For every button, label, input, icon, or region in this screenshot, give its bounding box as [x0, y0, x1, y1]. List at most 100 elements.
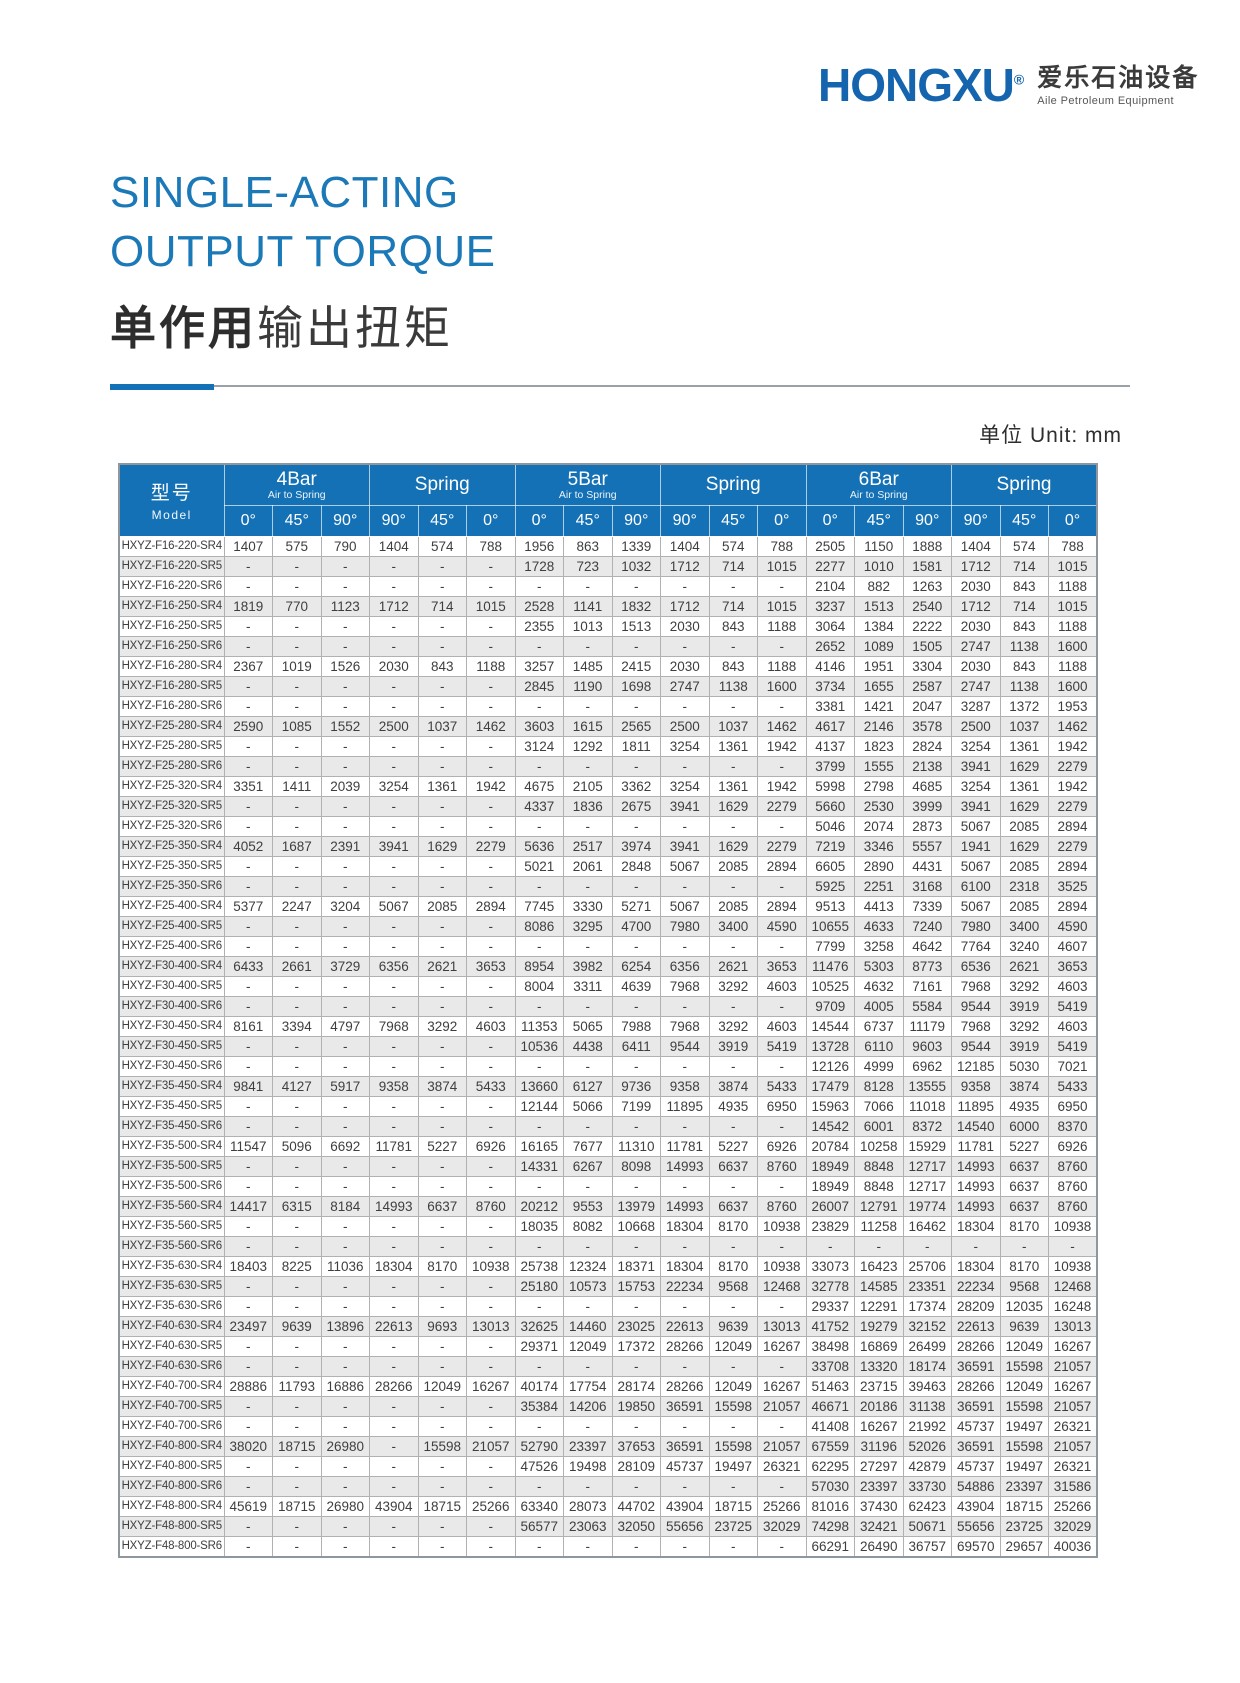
value-cell: 7968: [951, 975, 1001, 997]
value-cell: 3874: [999, 1075, 1049, 1097]
value-cell: 6605: [805, 855, 855, 877]
value-cell: -: [369, 1435, 419, 1457]
value-cell: 12468: [757, 1275, 807, 1297]
value-cell: -: [369, 855, 419, 877]
value-cell: 13896: [320, 1315, 370, 1337]
value-cell: 18715: [999, 1495, 1049, 1517]
logo-text-block: 爱乐石油设备 Aile Petroleum Equipment: [1037, 62, 1199, 106]
value-cell: -: [708, 695, 758, 717]
table-row: HXYZ-F48-800-SR5- - - - - -56577 23063 32050 556…: [118, 1515, 1098, 1537]
value-cell: 18304: [660, 1255, 710, 1277]
value-cell: -: [466, 815, 516, 837]
value-cell: 16462: [902, 1215, 952, 1237]
value-cell: 2747: [951, 635, 1001, 657]
value-cell: 19497: [999, 1455, 1049, 1477]
value-cell: 2085: [999, 855, 1049, 877]
group-label: 5Bar: [567, 468, 608, 490]
table-row: HXYZ-F16-220-SR5- - - - - -1728 723 1032 1712 714…: [118, 555, 1098, 577]
value-cell: 14544: [805, 1015, 855, 1037]
model-cell: HXYZ-F16-220-SR4: [118, 535, 225, 557]
value-cell: -: [272, 995, 322, 1017]
value-cell: -: [563, 1475, 613, 1497]
value-cell: 2085: [417, 895, 467, 917]
group-header-spring-3: Spring: [660, 463, 807, 506]
value-cell: 6267: [563, 1155, 613, 1177]
value-cell: -: [320, 915, 370, 937]
value-cell: 9603: [902, 1035, 952, 1057]
value-cell: -: [708, 995, 758, 1017]
value-cell: 29371: [514, 1335, 564, 1357]
value-cell: 44702: [611, 1495, 661, 1517]
value-cell: 1188: [757, 615, 807, 637]
value-cell: 3653: [466, 955, 516, 977]
value-cell: -: [369, 735, 419, 757]
table-row: HXYZ-F25-320-SR6- - - - - - - - - - - -5046 2074 2873…: [118, 815, 1098, 837]
value-cell: 36591: [660, 1395, 710, 1417]
value-cell: 5433: [466, 1075, 516, 1097]
value-cell: 1411: [272, 775, 322, 797]
value-cell: -: [417, 555, 467, 577]
value-cell: 9568: [708, 1275, 758, 1297]
value-cell: 8098: [611, 1155, 661, 1177]
degree-header: 90°: [320, 504, 370, 537]
value-cell: -: [514, 575, 564, 597]
value-cell: -: [272, 1475, 322, 1497]
value-cell: 16886: [320, 1375, 370, 1397]
value-cell: 1138: [999, 635, 1049, 657]
value-cell: 7968: [660, 975, 710, 997]
value-cell: -: [369, 1035, 419, 1057]
value-cell: 25180: [514, 1275, 564, 1297]
value-cell: 788: [757, 535, 807, 557]
value-cell: -: [514, 1235, 564, 1257]
registered-trademark-icon: ®: [1013, 71, 1024, 88]
table-row: HXYZ-F35-450-SR5- - - - - -12144 5066 7199 11895…: [118, 1095, 1098, 1117]
value-cell: 2661: [272, 955, 322, 977]
value-cell: 2415: [611, 655, 661, 677]
value-cell: 788: [466, 535, 516, 557]
value-cell: -: [563, 695, 613, 717]
value-cell: 3799: [805, 755, 855, 777]
value-cell: 4431: [902, 855, 952, 877]
value-cell: -: [272, 1395, 322, 1417]
value-cell: -: [272, 935, 322, 957]
value-cell: -: [417, 855, 467, 877]
value-cell: -: [417, 695, 467, 717]
value-cell: 10938: [1048, 1255, 1098, 1277]
value-cell: 1942: [1048, 775, 1098, 797]
header-degree-row: 0° 45° 90° 90° 45° 0° 0° 45° 90° 90° 45° 0° 0° 45° 90°…: [119, 504, 1098, 537]
value-cell: -: [466, 1475, 516, 1497]
value-cell: 1015: [1048, 555, 1098, 577]
value-cell: 40174: [514, 1375, 564, 1397]
value-cell: -: [320, 1275, 370, 1297]
value-cell: 2247: [272, 895, 322, 917]
value-cell: 42879: [902, 1455, 952, 1477]
table-row: HXYZ-F25-350-SR5- - - - - -5021 2061 2848 5067 20…: [118, 855, 1098, 877]
value-cell: 12049: [999, 1375, 1049, 1397]
group-sublabel: Air to Spring: [267, 488, 326, 501]
page-title-line2: OUTPUT TORQUE: [110, 227, 496, 276]
value-cell: -: [611, 1355, 661, 1377]
value-cell: -: [223, 975, 273, 997]
value-cell: 2355: [514, 615, 564, 637]
value-cell: 28266: [951, 1375, 1001, 1397]
value-cell: -: [320, 1175, 370, 1197]
value-cell: 37653: [611, 1435, 661, 1457]
page-title-chinese-bold: 单作用: [110, 302, 257, 354]
value-cell: -: [320, 1335, 370, 1357]
table-row: HXYZ-F35-630-SR5- - - - - -25180 10573 15753 222…: [118, 1275, 1098, 1297]
torque-table: 型号 Model 4Bar Air to Spring Spring 5Bar Air to…: [118, 463, 1098, 1558]
divider-line: [214, 385, 1130, 387]
value-cell: -: [417, 1155, 467, 1177]
value-cell: -: [320, 1095, 370, 1117]
value-cell: 3254: [951, 735, 1001, 757]
value-cell: 16267: [757, 1335, 807, 1357]
value-cell: 6356: [369, 955, 419, 977]
value-cell: -: [369, 875, 419, 897]
value-cell: 62423: [902, 1495, 952, 1517]
value-cell: 33730: [902, 1475, 952, 1497]
value-cell: 5046: [805, 815, 855, 837]
degree-header: 0°: [805, 504, 855, 537]
value-cell: 3400: [708, 915, 758, 937]
group-label: Spring: [996, 474, 1052, 496]
value-cell: 9841: [223, 1075, 273, 1097]
